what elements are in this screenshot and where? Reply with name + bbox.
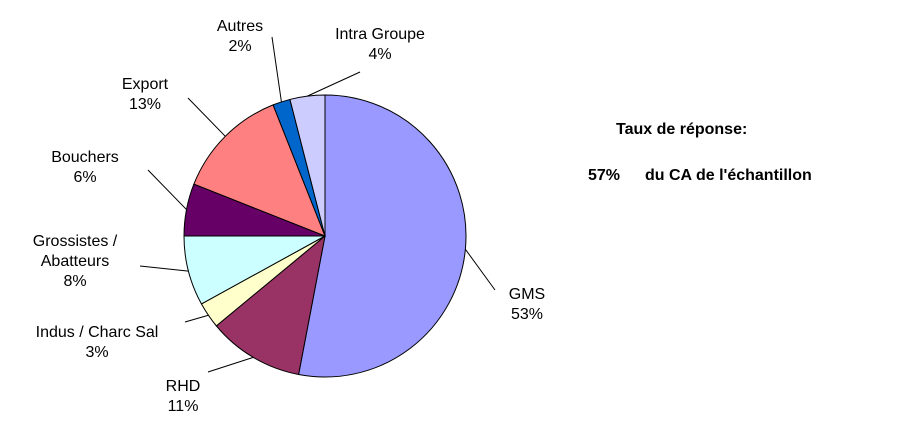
slice-name: Intra Groupe (335, 26, 425, 43)
leader-line (464, 248, 496, 291)
slice-name: Indus / Charc Sal (35, 324, 159, 341)
leader-line (307, 71, 361, 97)
annotation-rate: 57% (588, 167, 621, 184)
slice-name: Export (121, 76, 169, 93)
slice-value: 3% (85, 344, 109, 361)
slice-value: 8% (63, 273, 87, 290)
slice-name: Autres (216, 18, 264, 35)
slice-value: 53% (510, 306, 544, 323)
slice-value: 4% (368, 46, 392, 63)
slice-label: Autres 2% (180, 17, 300, 57)
leader-line (139, 265, 189, 272)
pie-slice (297, 94, 467, 378)
slice-value: 11% (167, 398, 199, 415)
slice-name: GMS (508, 286, 546, 303)
leader-line (207, 356, 254, 373)
slice-label: Intra Groupe 4% (300, 25, 460, 65)
slice-label: Export 13% (85, 75, 205, 115)
slice-label: RHD 11% (123, 377, 243, 417)
slice-name: RHD (165, 378, 201, 395)
slice-label: Indus / Charc Sal 3% (7, 323, 187, 363)
slice-value: 13% (128, 96, 162, 113)
pie-slice (193, 104, 326, 237)
annotation-heading: Taux de réponse: (616, 121, 748, 138)
slice-label: GMS 53% (467, 285, 587, 325)
slice-value: 6% (73, 169, 97, 186)
leader-line (184, 314, 209, 323)
slice-name: Grossistes / Abatteurs (32, 233, 118, 270)
slice-label: Grossistes / Abatteurs 8% (13, 232, 138, 292)
slice-name: Bouchers (51, 149, 119, 166)
leader-line (271, 36, 282, 102)
annotation-text: du CA de l'échantillon (645, 167, 812, 184)
slice-label: Bouchers 6% (25, 148, 145, 188)
leader-line (187, 97, 226, 137)
leader-line (147, 169, 187, 210)
slice-value: 2% (228, 38, 252, 55)
